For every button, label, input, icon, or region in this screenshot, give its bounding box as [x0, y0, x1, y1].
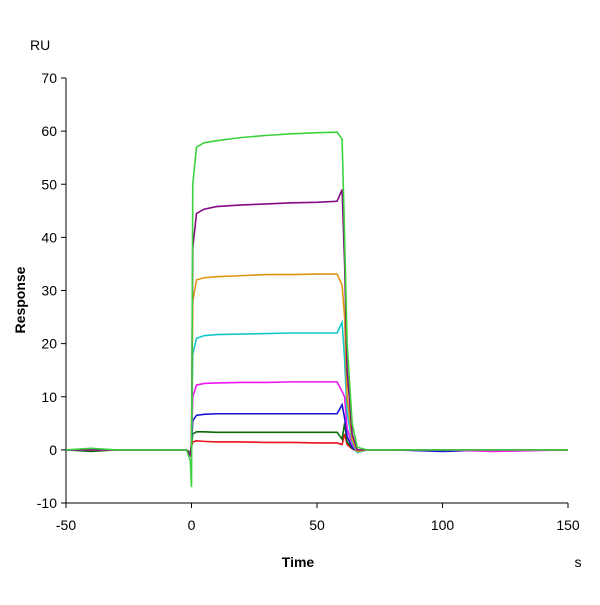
x-tick-label: 50: [309, 517, 325, 533]
x-tick-label: 100: [431, 517, 455, 533]
y-tick-label: 10: [41, 389, 57, 405]
y-unit-label: RU: [30, 37, 50, 53]
y-tick-label: 50: [41, 176, 57, 192]
series-line: [65, 423, 568, 454]
x-tick-label: -50: [56, 517, 76, 533]
x-tick-label: 0: [188, 517, 196, 533]
series-line: [66, 319, 568, 458]
x-unit-label: s: [575, 554, 582, 570]
series-line: [66, 402, 568, 458]
series-line: [66, 273, 568, 458]
series-line: [66, 189, 568, 458]
y-tick-label: 40: [41, 229, 57, 245]
y-tick-label: 20: [41, 336, 57, 352]
y-tick-label: 0: [49, 442, 57, 458]
y-axis-label: Response: [12, 266, 28, 333]
series-line: [65, 131, 568, 488]
x-axis-label: Time: [282, 554, 315, 570]
y-tick-label: 60: [41, 123, 57, 139]
y-tick-label: 30: [41, 283, 57, 299]
y-tick-label: 70: [41, 70, 57, 86]
y-tick-label: -10: [37, 495, 57, 511]
series-line: [66, 381, 569, 458]
x-tick-label: 150: [556, 517, 580, 533]
